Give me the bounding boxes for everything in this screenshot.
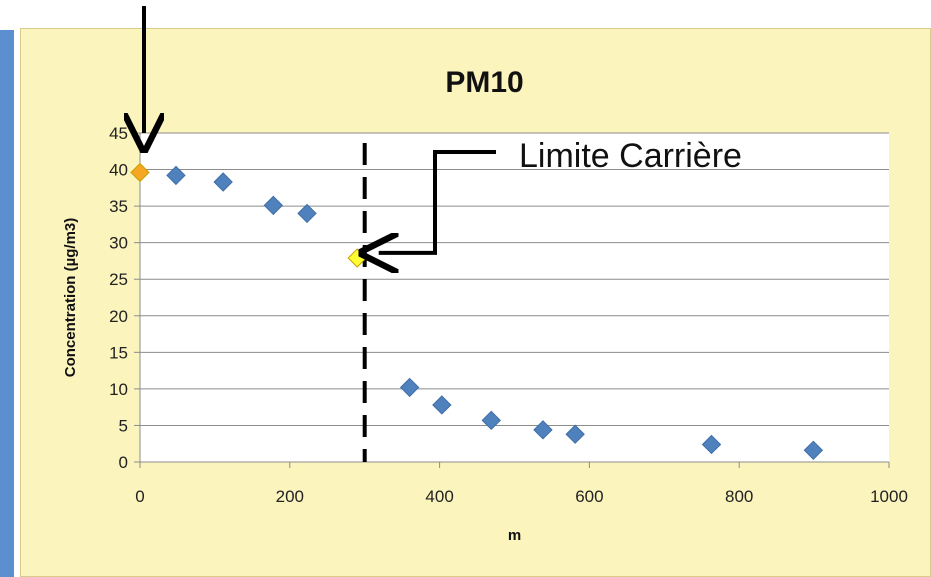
y-tick-label: 0 <box>119 453 128 472</box>
chart-title: PM10 <box>445 66 523 99</box>
data-point <box>263 195 284 216</box>
left-accent-bar <box>0 30 14 577</box>
y-axis-title: Concentration (µg/m3) <box>62 218 79 377</box>
x-tick-label: 400 <box>425 487 453 506</box>
data-point <box>213 172 233 192</box>
y-tick-label: 35 <box>109 197 128 216</box>
data-point <box>130 162 150 183</box>
data-point <box>533 420 553 440</box>
y-tick-label: 5 <box>119 416 128 435</box>
y-tick-label: 30 <box>109 234 128 253</box>
data-point <box>432 395 452 415</box>
x-tick-label: 1000 <box>870 487 908 506</box>
limite-carriere-label: Limite Carrière <box>519 137 742 175</box>
x-tick-label: 800 <box>725 487 753 506</box>
data-point <box>481 410 501 431</box>
y-tick-label: 25 <box>109 270 128 289</box>
x-tick-label: 200 <box>276 487 304 506</box>
data-point <box>399 377 420 398</box>
data-point <box>297 203 317 224</box>
pointer-arrow-left <box>379 150 496 253</box>
data-points <box>130 162 824 461</box>
y-tick-label: 40 <box>109 161 128 180</box>
x-axis-title: m <box>508 527 521 544</box>
data-point <box>565 424 585 444</box>
x-tick-label: 0 <box>135 487 144 506</box>
data-point <box>803 440 824 461</box>
axes <box>139 133 889 463</box>
y-tick-label: 15 <box>109 343 128 362</box>
y-tick-label: 45 <box>109 124 128 143</box>
y-tick-label: 20 <box>109 307 128 326</box>
plot-area <box>140 133 889 462</box>
data-point <box>166 165 186 186</box>
x-tick-label: 600 <box>575 487 603 506</box>
y-tick-labels: 0 5 10 15 20 25 30 35 40 45 <box>109 124 128 472</box>
data-point <box>701 434 722 455</box>
x-tick-labels: 0 200 400 600 800 1000 <box>135 462 908 506</box>
y-tick-label: 10 <box>109 380 128 399</box>
